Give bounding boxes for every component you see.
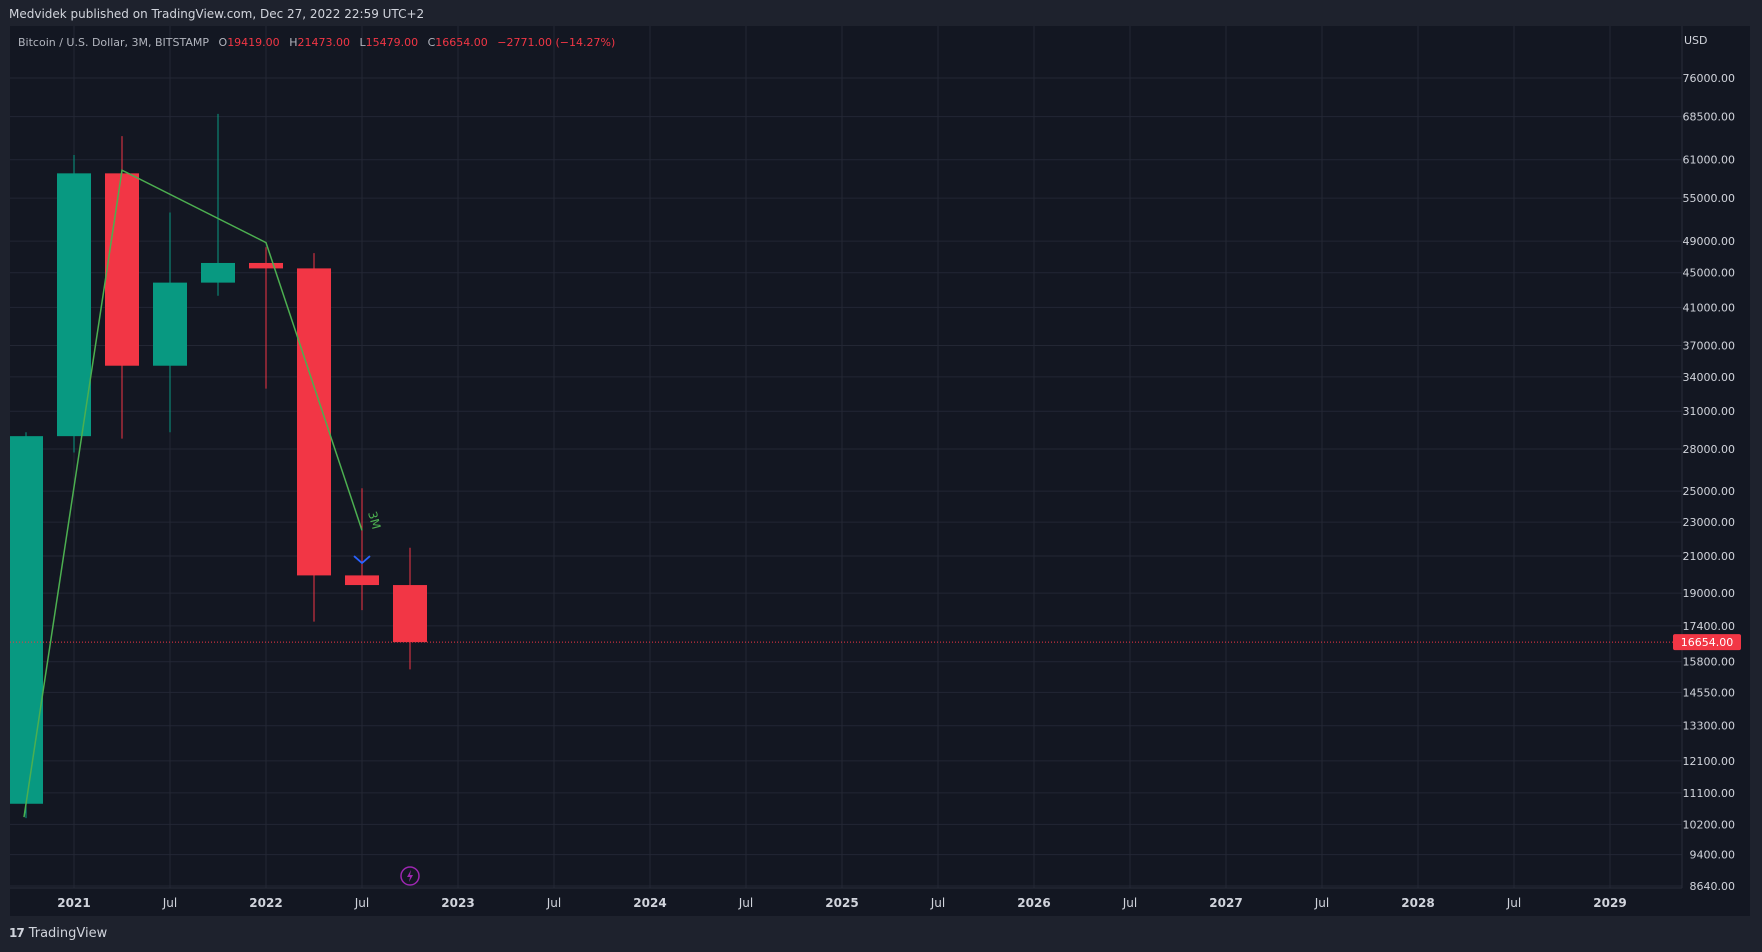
price-tick-label: 61000.00 xyxy=(1683,154,1736,167)
price-tick-label: 76000.00 xyxy=(1683,72,1736,85)
high-label: H xyxy=(289,36,298,49)
time-tick-label: 2029 xyxy=(1593,896,1626,910)
change-value: −2771.00 (−14.27%) xyxy=(497,36,616,49)
time-tick-label: Jul xyxy=(1122,896,1137,910)
price-tick-label: 45000.00 xyxy=(1683,267,1736,280)
price-tick-label: 49000.00 xyxy=(1683,235,1736,248)
published-by-text: Medvidek published on TradingView.com, D… xyxy=(9,7,425,21)
candle-body-up[interactable] xyxy=(57,173,91,437)
symbol-name[interactable]: Bitcoin / U.S. Dollar, 3M, BITSTAMP xyxy=(18,36,210,49)
time-tick-label: 2023 xyxy=(441,896,474,910)
candle-body-down[interactable] xyxy=(249,262,283,269)
price-tick-label: 11100.00 xyxy=(1683,787,1736,800)
price-tick-label: 28000.00 xyxy=(1683,443,1736,456)
last-price-label: 16654.00 xyxy=(1681,636,1734,649)
open-value: 19419.00 xyxy=(227,36,280,49)
time-tick-label: 2028 xyxy=(1401,896,1434,910)
top-bar: Medvidek published on TradingView.com, D… xyxy=(0,0,1762,26)
price-tick-label: 13300.00 xyxy=(1683,720,1736,733)
time-tick-label: 2027 xyxy=(1209,896,1242,910)
trend-line-label: 3M xyxy=(365,510,383,531)
time-tick-label: Jul xyxy=(546,896,561,910)
time-tick-label: Jul xyxy=(1314,896,1329,910)
trend-line-drawing[interactable] xyxy=(23,169,363,818)
price-tick-label: 55000.00 xyxy=(1683,192,1736,205)
price-tick-label: 19000.00 xyxy=(1683,587,1736,600)
time-tick-label: 2026 xyxy=(1017,896,1050,910)
candles-group: 3M xyxy=(9,113,427,819)
time-tick-label: Jul xyxy=(162,896,177,910)
price-tick-label: 10200.00 xyxy=(1683,818,1736,831)
tradingview-logo-icon: 17 xyxy=(9,926,25,940)
time-tick-label: 2025 xyxy=(825,896,858,910)
down-arrow-icon[interactable] xyxy=(353,555,371,565)
candle-body-up[interactable] xyxy=(9,436,43,804)
price-tick-label: 31000.00 xyxy=(1683,405,1736,418)
time-tick-label: 2024 xyxy=(633,896,666,910)
price-tick-label: 12100.00 xyxy=(1683,755,1736,768)
currency-label: USD xyxy=(1684,34,1708,47)
price-tick-label: 14550.00 xyxy=(1683,686,1736,699)
price-tick-label: 9400.00 xyxy=(1690,849,1736,862)
low-value: 15479.00 xyxy=(365,36,419,49)
time-tick-label: Jul xyxy=(738,896,753,910)
price-tick-label: 37000.00 xyxy=(1683,339,1736,352)
time-tick-label: Jul xyxy=(354,896,369,910)
price-tick-label: 23000.00 xyxy=(1683,516,1736,529)
symbol-legend: Bitcoin / U.S. Dollar, 3M, BITSTAMP O194… xyxy=(18,36,615,49)
time-tick-label: 2021 xyxy=(57,896,90,910)
close-label: C xyxy=(427,36,436,49)
candle-body-up[interactable] xyxy=(153,282,187,366)
price-tick-label: 41000.00 xyxy=(1683,301,1736,314)
price-tick-label: 34000.00 xyxy=(1683,371,1736,384)
brand-name: TradingView xyxy=(28,926,108,941)
price-tick-label: 15800.00 xyxy=(1683,656,1736,669)
open-label: O xyxy=(218,36,228,49)
lightning-icon xyxy=(400,866,420,886)
lightning-bolt xyxy=(407,870,413,882)
close-value: 16654.00 xyxy=(435,36,488,49)
high-value: 21473.00 xyxy=(297,36,350,49)
price-tick-label: 25000.00 xyxy=(1683,485,1736,498)
price-tick-label: 21000.00 xyxy=(1683,550,1736,563)
price-tick-label: 17400.00 xyxy=(1683,620,1736,633)
candle-body-down[interactable] xyxy=(345,575,379,586)
candle-body-up[interactable] xyxy=(201,262,235,283)
candle-body-down[interactable] xyxy=(105,173,139,366)
low-label: L xyxy=(359,36,366,49)
price-tick-label: 68500.00 xyxy=(1683,111,1736,124)
time-tick-label: 2022 xyxy=(249,896,282,910)
time-tick-label: Jul xyxy=(1506,896,1521,910)
time-tick-label: Jul xyxy=(930,896,945,910)
price-tick-label: 8640.00 xyxy=(1690,880,1736,893)
candle-body-down[interactable] xyxy=(393,585,427,643)
footer-brand[interactable]: 17 TradingView xyxy=(9,926,107,941)
last-price-badge xyxy=(1673,634,1741,651)
